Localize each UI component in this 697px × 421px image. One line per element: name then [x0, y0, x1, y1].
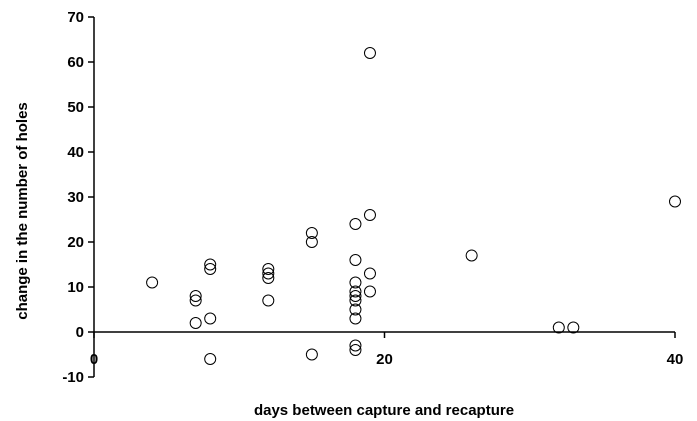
- data-point: [189, 317, 202, 329]
- data-point: [349, 303, 362, 316]
- data-point: [204, 263, 217, 275]
- data-point: [305, 348, 318, 361]
- x-tick-label: 20: [376, 351, 393, 368]
- data-points: [146, 47, 681, 365]
- y-tick-label: 60: [67, 54, 84, 71]
- data-point: [305, 236, 318, 248]
- data-point: [567, 321, 580, 334]
- data-point: [349, 339, 362, 352]
- y-tick-label: 0: [76, 324, 84, 341]
- data-point: [349, 294, 362, 307]
- data-point: [262, 267, 275, 280]
- data-point: [349, 254, 362, 266]
- data-point: [349, 218, 362, 230]
- data-point: [349, 344, 362, 356]
- data-point: [189, 294, 202, 307]
- y-tick-label: 20: [67, 234, 84, 251]
- data-point: [262, 263, 275, 275]
- y-tick-label: -10: [62, 369, 84, 386]
- y-tick-label: 30: [67, 189, 84, 206]
- data-point: [363, 267, 376, 280]
- data-point: [146, 276, 159, 289]
- data-point: [204, 312, 217, 325]
- data-point: [262, 294, 275, 307]
- data-point: [305, 227, 318, 239]
- y-tick-label: 40: [67, 144, 84, 161]
- data-point: [204, 353, 217, 365]
- data-point: [349, 276, 362, 289]
- y-tick-label: 10: [67, 279, 84, 296]
- x-tick-label: 40: [667, 351, 684, 368]
- data-point: [349, 312, 362, 325]
- data-point: [349, 290, 362, 302]
- data-point: [669, 195, 681, 208]
- data-point: [363, 209, 376, 221]
- data-point: [363, 47, 376, 59]
- y-axis-ticks: -10 0 10 20 30 40 50 60 70: [62, 9, 94, 386]
- data-point: [349, 285, 362, 298]
- y-tick-label: 50: [67, 99, 84, 116]
- data-point: [363, 285, 376, 298]
- data-point: [465, 249, 478, 262]
- y-tick-label: 70: [67, 9, 84, 26]
- y-axis-title: change in the number of holes: [14, 102, 31, 320]
- data-point: [262, 272, 275, 284]
- x-axis-title: days between capture and recapture: [254, 402, 514, 419]
- data-point: [189, 290, 202, 302]
- data-point: [552, 321, 565, 334]
- data-point: [204, 258, 217, 271]
